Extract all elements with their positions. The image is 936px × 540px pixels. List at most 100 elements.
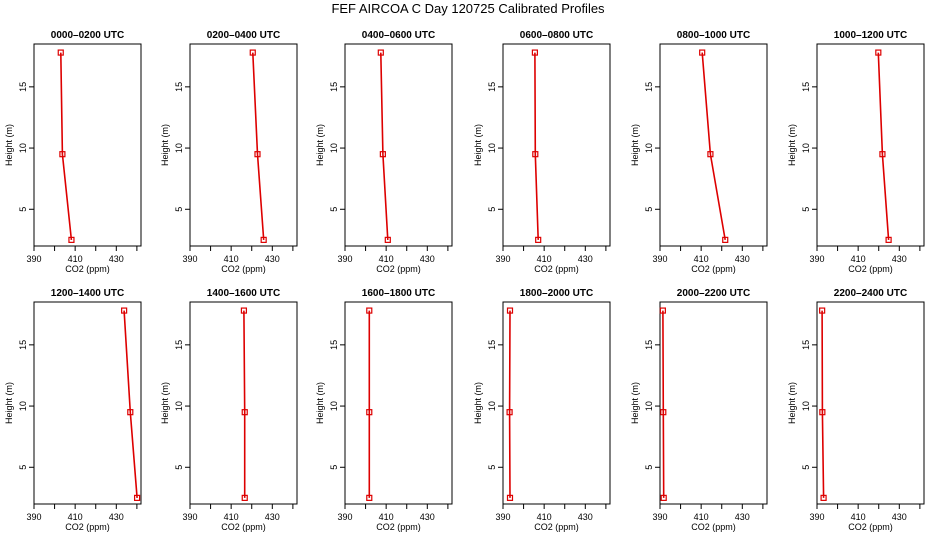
panel-10-y-tick-label: 15: [487, 340, 497, 350]
profile-panel-1: 0000–0200 UTC 390 410 430 5 10 15 CO2 (ppm) Heig…: [4, 30, 142, 274]
panel-9-y-tick-label: 10: [329, 401, 339, 411]
panel-2-x-tick-label: 430: [265, 254, 280, 264]
panel-1-x-axis-label: CO2 (ppm): [65, 264, 110, 274]
panel-12-data-point: [820, 494, 827, 501]
panel-6-x-tick-label: 390: [809, 254, 824, 264]
panel-9-plot-frame: [344, 301, 453, 505]
panel-12-y-tick-label: 15: [801, 340, 811, 350]
panel-5-profile-line: [701, 52, 726, 241]
panel-2-x-axis-label: CO2 (ppm): [221, 264, 266, 274]
panel-6-profile-line: [877, 52, 890, 240]
panel-4-title: 0600–0800 UTC: [520, 30, 593, 41]
panel-5-plot-frame: [659, 43, 768, 247]
panel-1-y-tick-label: 5: [18, 207, 28, 212]
panel-10-data-point: [506, 307, 514, 314]
panel-9-x-axis-label: CO2 (ppm): [376, 522, 421, 532]
panel-8-plot-frame: [189, 301, 298, 505]
panel-6-y-tick-label: 5: [801, 207, 811, 212]
panel-5-x-axis-label: CO2 (ppm): [691, 264, 736, 274]
panel-10-y-tick-label: 5: [487, 465, 497, 470]
panel-7-data-point: [121, 307, 128, 314]
panel-11-x-tick-label: 410: [694, 512, 709, 522]
panel-3-x-tick-label: 390: [337, 254, 352, 264]
panel-7-x-axis-label: CO2 (ppm): [65, 522, 110, 532]
panel-1-data-point: [59, 151, 66, 158]
panel-7-y-tick-label: 15: [18, 340, 28, 350]
panel-12-x-axis-label: CO2 (ppm): [848, 522, 893, 532]
panel-9-data-point: [366, 307, 373, 314]
panel-8-x-axis-label: CO2 (ppm): [221, 522, 266, 532]
panel-10-x-tick-label: 410: [537, 512, 552, 522]
panel-4-x-tick-label: 410: [537, 254, 552, 264]
panel-3-y-axis-label: Height (m): [315, 124, 325, 166]
panel-4-x-tick-label: 390: [495, 254, 510, 264]
panel-4-y-axis-label: Height (m): [473, 124, 483, 166]
panel-10-title: 1800–2000 UTC: [520, 288, 593, 299]
panel-1-data-point: [68, 236, 75, 243]
panel-4-profile-line: [534, 52, 539, 240]
panel-9-title: 1600–1800 UTC: [362, 288, 435, 299]
panel-3-x-axis-label: CO2 (ppm): [376, 264, 421, 274]
panel-12-data-point: [819, 409, 826, 416]
panel-2-data-point: [260, 236, 267, 243]
panel-7-x-tick-label: 390: [26, 512, 41, 522]
panel-12-y-tick-label: 5: [801, 465, 811, 470]
panel-3-x-tick-label: 430: [420, 254, 435, 264]
panel-11-x-tick-label: 390: [652, 512, 667, 522]
profile-panel-9: 1600–1800 UTC 390 410 430 5 10 15 CO2 (ppm) Heig…: [315, 288, 453, 532]
panel-3-title: 0400–0600 UTC: [362, 30, 435, 41]
panel-9-y-axis-label: Height (m): [315, 382, 325, 424]
panel-6-x-tick-label: 410: [851, 254, 866, 264]
panel-1-plot-frame: [33, 43, 142, 247]
panel-9-y-tick-label: 15: [329, 340, 339, 350]
panel-6-data-point: [875, 49, 882, 56]
panel-1-x-tick-label: 410: [68, 254, 83, 264]
panel-7-data-point: [127, 409, 134, 416]
panel-4-x-tick-label: 430: [578, 254, 593, 264]
panel-6-plot-frame: [816, 43, 925, 247]
panel-12-title: 2200–2400 UTC: [834, 288, 907, 299]
panel-2-data-point: [254, 151, 261, 158]
panel-5-x-tick-label: 410: [694, 254, 709, 264]
panel-8-data-point: [241, 494, 248, 501]
panel-10-y-tick-label: 10: [487, 401, 497, 411]
page-title: FEF AIRCOA C Day 120725 Calibrated Profi…: [331, 1, 605, 16]
panel-7-x-tick-label: 410: [68, 512, 83, 522]
panel-1-title: 0000–0200 UTC: [51, 30, 124, 41]
panel-3-y-tick-label: 15: [329, 82, 339, 92]
panel-3-data-point: [384, 236, 391, 243]
panel-8-title: 1400–1600 UTC: [207, 288, 280, 299]
panel-12-x-tick-label: 430: [892, 512, 907, 522]
panel-10-x-axis-label: CO2 (ppm): [534, 522, 579, 532]
panel-10-data-point: [506, 494, 514, 501]
panel-10-plot-frame: [502, 301, 611, 505]
panel-2-title: 0200–0400 UTC: [207, 30, 280, 41]
panel-6-y-axis-label: Height (m): [787, 124, 797, 166]
panel-2-plot-frame: [189, 43, 298, 247]
panel-8-x-tick-label: 390: [182, 512, 197, 522]
panel-1-y-tick-label: 15: [18, 82, 28, 92]
panel-6-title: 1000–1200 UTC: [834, 30, 907, 41]
panel-6-y-tick-label: 10: [801, 143, 811, 153]
profile-panel-10: 1800–2000 UTC 390 410 430 5 10 15 CO2 (ppm) Heig…: [473, 288, 611, 532]
panel-11-data-point: [660, 494, 667, 501]
panel-3-data-point: [379, 151, 386, 158]
panel-3-y-tick-label: 10: [329, 143, 339, 153]
panel-5-y-tick-label: 15: [644, 82, 654, 92]
panel-5-data-point: [707, 151, 714, 158]
panel-1-y-axis-label: Height (m): [4, 124, 14, 166]
panel-4-x-axis-label: CO2 (ppm): [534, 264, 579, 274]
panel-3-profile-line: [380, 52, 389, 240]
panel-5-x-tick-label: 390: [652, 254, 667, 264]
panel-8-x-tick-label: 410: [224, 512, 239, 522]
panel-10-x-tick-label: 430: [578, 512, 593, 522]
panel-2-y-axis-label: Height (m): [160, 124, 170, 166]
panel-8-y-tick-label: 15: [174, 340, 184, 350]
panel-8-x-tick-label: 430: [265, 512, 280, 522]
profile-panel-4: 0600–0800 UTC 390 410 430 5 10 15 CO2 (ppm) Heig…: [473, 30, 611, 274]
panel-4-plot-frame: [502, 43, 611, 247]
panel-10-data-point: [506, 409, 513, 416]
panel-12-x-tick-label: 410: [851, 512, 866, 522]
panel-5-y-tick-label: 10: [644, 143, 654, 153]
panel-11-data-point: [660, 409, 667, 416]
